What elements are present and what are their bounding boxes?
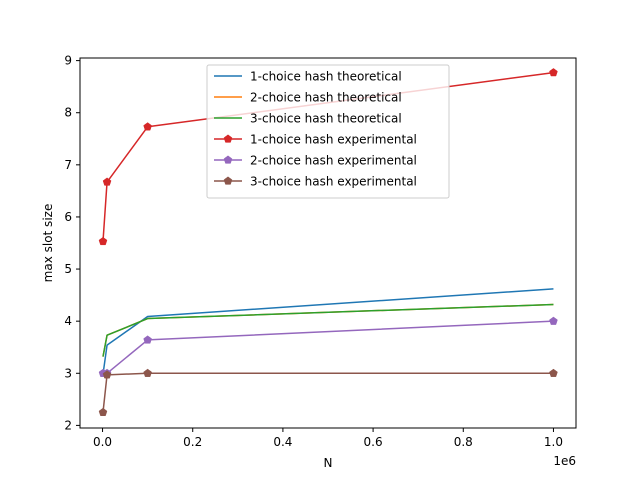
data-point bbox=[549, 368, 558, 377]
series-layer bbox=[98, 68, 558, 417]
legend-label: 3-choice hash theoretical bbox=[250, 112, 402, 126]
x-offset-label: 1e6 bbox=[553, 454, 576, 468]
data-point bbox=[102, 370, 112, 379]
legend-entry: 1-choice hash experimental bbox=[214, 133, 417, 147]
y-tick-label: 9 bbox=[64, 54, 72, 68]
data-point bbox=[143, 122, 152, 131]
series-line bbox=[102, 288, 554, 375]
legend-entry: 1-choice hash theoretical bbox=[214, 70, 402, 84]
data-point bbox=[143, 368, 152, 377]
y-tick-label: 7 bbox=[64, 158, 72, 172]
legend-label: 1-choice hash experimental bbox=[250, 133, 417, 147]
legend-marker bbox=[223, 176, 233, 185]
x-tick-label: 0.8 bbox=[454, 435, 473, 449]
legend-label: 2-choice hash theoretical bbox=[250, 91, 402, 105]
x-tick-label: 0.0 bbox=[93, 435, 112, 449]
legend-label: 1-choice hash theoretical bbox=[250, 70, 402, 84]
legend-marker bbox=[223, 155, 233, 164]
y-tick-label: 8 bbox=[64, 106, 72, 120]
plot-frame bbox=[79, 57, 577, 429]
legend-label: 2-choice hash experimental bbox=[250, 154, 417, 168]
data-point bbox=[98, 236, 108, 246]
y-axis-label: max slot size bbox=[41, 204, 55, 283]
legend-box bbox=[206, 64, 450, 199]
legend-entry: 3-choice hash theoretical bbox=[214, 112, 402, 126]
data-point bbox=[102, 177, 112, 186]
legend-label: 3-choice hash experimental bbox=[250, 175, 417, 189]
legend-entry: 2-choice hash experimental bbox=[214, 154, 417, 168]
y-tick-label: 6 bbox=[64, 210, 72, 224]
series-1 bbox=[102, 288, 554, 375]
y-axis: 2 3 4 5 6 7 8 9 bbox=[64, 54, 80, 432]
data-point bbox=[549, 68, 558, 77]
series-line bbox=[102, 303, 554, 357]
legend: 1-choice hash theoretical 2-choice hash t… bbox=[206, 64, 450, 199]
series-6 bbox=[98, 368, 558, 417]
y-tick-label: 2 bbox=[64, 418, 72, 432]
x-axis: 0.0 0.2 0.4 0.6 0.8 1.0 bbox=[93, 428, 563, 449]
x-tick-label: 1.0 bbox=[544, 435, 563, 449]
data-point bbox=[98, 407, 108, 417]
x-axis-label: N bbox=[324, 456, 333, 470]
y-tick-label: 5 bbox=[64, 262, 72, 276]
x-tick-label: 0.4 bbox=[273, 435, 292, 449]
data-point bbox=[549, 316, 558, 325]
y-tick-label: 4 bbox=[64, 314, 72, 328]
x-tick-label: 0.6 bbox=[364, 435, 383, 449]
series-3 bbox=[102, 303, 554, 357]
data-point bbox=[143, 335, 152, 344]
legend-entry: 2-choice hash theoretical bbox=[214, 91, 402, 105]
x-tick-label: 0.2 bbox=[183, 435, 202, 449]
y-tick-label: 3 bbox=[64, 366, 72, 380]
legend-marker bbox=[223, 134, 233, 143]
legend-entry: 3-choice hash experimental bbox=[214, 175, 417, 189]
series-line bbox=[102, 372, 554, 413]
